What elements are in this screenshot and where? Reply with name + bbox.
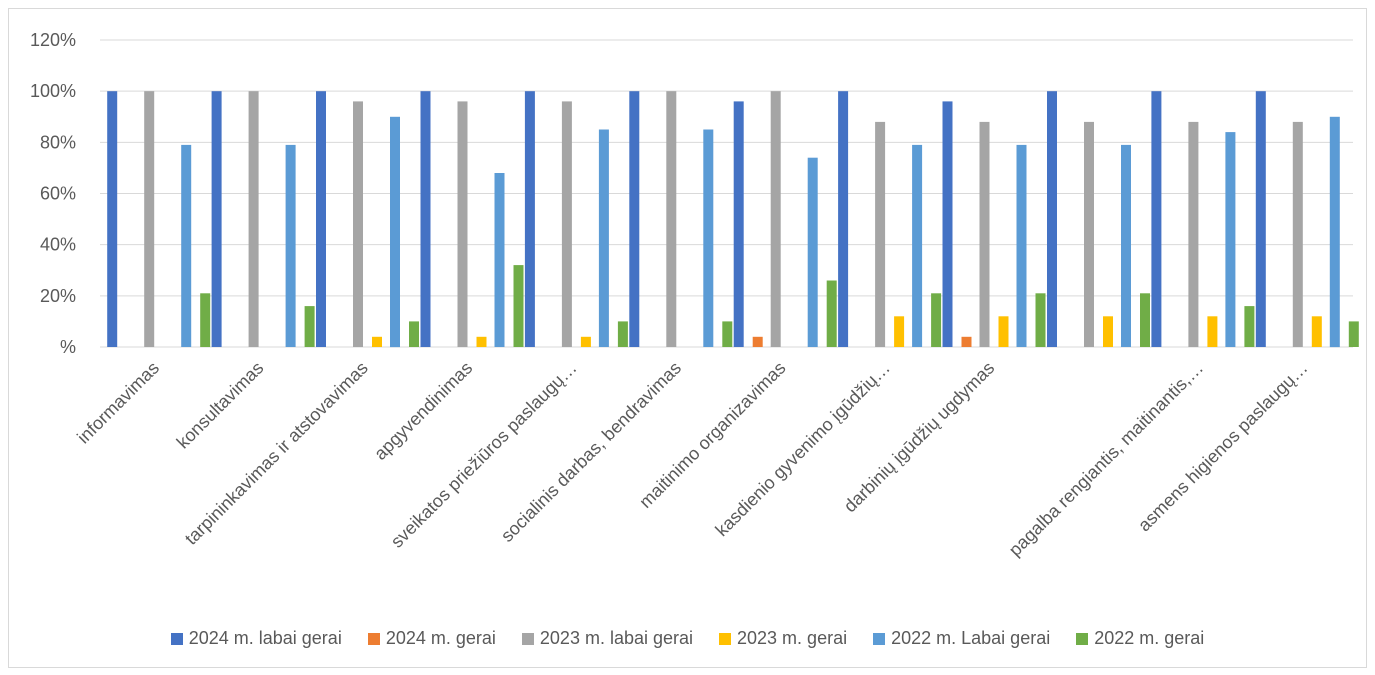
x-category-label: konsultavimas xyxy=(173,358,268,453)
bar xyxy=(409,321,419,347)
y-axis-ticks: % 20% 40% 60% 80% 100% 120% xyxy=(30,30,76,357)
legend-item: 2022 m. gerai xyxy=(1076,628,1204,649)
bar xyxy=(875,121,886,348)
bar xyxy=(420,91,431,347)
bar xyxy=(961,336,972,347)
bar xyxy=(598,129,609,347)
legend-label: 2023 m. labai gerai xyxy=(539,628,694,648)
bar xyxy=(390,116,400,348)
bar xyxy=(1225,132,1236,347)
bar xyxy=(1151,91,1162,347)
legend-item: 2024 m. gerai xyxy=(367,628,496,649)
legend-item: 2023 m. labai gerai xyxy=(521,628,694,649)
bar xyxy=(752,336,763,347)
bar xyxy=(1140,293,1150,347)
y-tick-label: 80% xyxy=(40,132,76,152)
bar xyxy=(979,121,990,348)
bar xyxy=(1348,321,1359,347)
bar xyxy=(248,91,259,347)
bar xyxy=(211,91,222,347)
bars xyxy=(107,91,1359,348)
y-tick-label: 60% xyxy=(40,184,76,204)
bar xyxy=(703,129,714,347)
y-tick-label: 40% xyxy=(40,235,76,255)
bar xyxy=(457,101,468,348)
bar xyxy=(1188,121,1199,348)
legend-swatch xyxy=(873,632,886,645)
x-category-label: asmens higienos paslaugų… xyxy=(1134,358,1312,536)
y-tick-label: % xyxy=(60,337,76,357)
bar xyxy=(931,293,942,347)
bar xyxy=(372,336,382,347)
bar xyxy=(476,336,487,347)
bar xyxy=(838,91,849,347)
y-tick-label: 120% xyxy=(30,30,76,50)
bar xyxy=(1035,293,1046,347)
bar xyxy=(1016,144,1027,347)
bar xyxy=(770,91,781,347)
bar xyxy=(1121,144,1131,347)
bar xyxy=(826,280,837,347)
bar xyxy=(1311,316,1322,347)
bar xyxy=(181,144,192,347)
y-tick-label: 100% xyxy=(30,81,76,101)
legend-label: 2022 m. Labai gerai xyxy=(891,628,1051,648)
legend-item: 2024 m. labai gerai xyxy=(170,628,342,649)
x-category-label: kasdienio gyvenimo įgūdžių… xyxy=(711,358,894,541)
legend-swatch xyxy=(719,632,732,645)
x-category-label: pagalba rengiantis, maitinantis,… xyxy=(1005,358,1207,560)
legend-swatch xyxy=(1076,632,1089,645)
x-category-label: sveikatos priežiūros paslaugų… xyxy=(387,358,581,552)
legend-label: 2023 m. gerai xyxy=(737,628,848,648)
x-category-label: tarpininkavimas ir atstovavimas xyxy=(181,358,372,549)
legend-item: 2022 m. Labai gerai xyxy=(873,628,1050,649)
bar xyxy=(285,144,296,347)
legend-swatch xyxy=(170,632,183,645)
legend-label: 2024 m. labai gerai xyxy=(188,628,342,648)
bar xyxy=(524,91,535,347)
bar xyxy=(1292,121,1303,348)
bar xyxy=(494,173,505,347)
legend-label: 2022 m. gerai xyxy=(1094,628,1205,648)
bar xyxy=(1047,91,1057,347)
bar xyxy=(998,316,1009,347)
bar xyxy=(580,336,591,347)
bar xyxy=(353,101,363,348)
x-category-label: apgyvendinimas xyxy=(370,358,476,464)
x-category-label: socialinis darbas, bendravimas xyxy=(497,358,685,546)
y-tick-label: 20% xyxy=(40,286,76,306)
bar xyxy=(942,101,953,348)
bar xyxy=(200,293,211,347)
bar xyxy=(722,321,733,347)
bar xyxy=(617,321,628,347)
legend-swatch xyxy=(521,632,534,645)
bar xyxy=(1103,316,1113,347)
x-axis-categories: informavimas konsultavimastarpininkavimas… xyxy=(73,358,1311,560)
bar xyxy=(1244,306,1255,347)
bar xyxy=(894,316,905,347)
bar xyxy=(144,91,155,347)
legend-swatch xyxy=(367,632,380,645)
bar xyxy=(1329,116,1340,348)
bar xyxy=(107,91,118,347)
bar xyxy=(304,306,315,347)
bar xyxy=(733,101,744,348)
bar xyxy=(513,265,524,347)
bar xyxy=(666,91,677,347)
bar xyxy=(629,91,640,347)
bar xyxy=(807,157,818,347)
bar xyxy=(561,101,572,348)
bar xyxy=(912,144,923,347)
bar xyxy=(316,91,326,347)
legend-label: 2024 m. gerai xyxy=(385,628,496,648)
bar xyxy=(1084,121,1094,348)
bar xyxy=(1207,316,1218,347)
x-category-label: informavimas xyxy=(73,358,163,448)
legend: 2024 m. labai gerai 2024 m. gerai 2023 m. … xyxy=(0,628,1375,649)
bar xyxy=(1255,91,1266,347)
legend-item: 2023 m. gerai xyxy=(719,628,847,649)
